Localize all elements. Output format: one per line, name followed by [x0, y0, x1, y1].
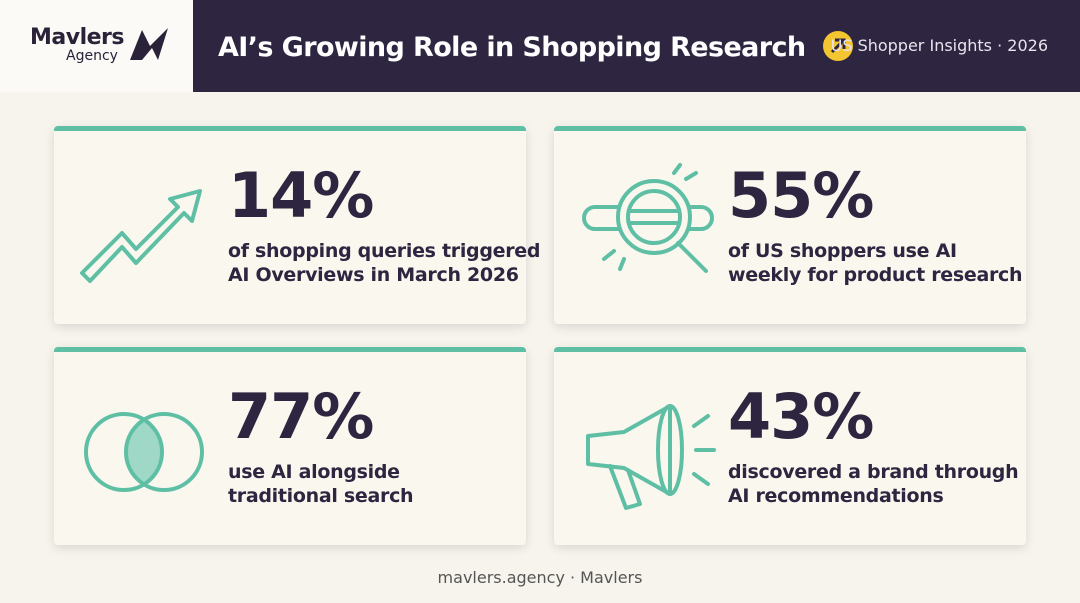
desc-line: of shopping queries triggered: [228, 240, 541, 262]
desc-line: traditional search: [228, 485, 414, 507]
stat-desc: use AI alongside traditional search: [228, 460, 414, 508]
stat-desc: of US shoppers use AI weekly for product …: [728, 239, 1023, 287]
desc-line: discovered a brand through: [728, 461, 1019, 483]
stat-card: 14% of shopping queries triggered AI Over…: [54, 126, 541, 324]
logo-mark: [130, 28, 168, 60]
logo-name: Mavlers: [30, 25, 125, 50]
stat-desc: of shopping queries triggered AI Overview…: [228, 239, 541, 287]
badge: [823, 31, 854, 61]
stat-desc: discovered a brand through AI recommendat…: [728, 460, 1019, 508]
stat-value: 43%: [728, 380, 874, 453]
title-text: AI’s Growing Role in Shopping Research: [218, 32, 806, 63]
subtitle: US Shopper Insights · 2026: [830, 36, 1048, 55]
stat-card: 77% use AI alongside traditional search: [54, 347, 526, 545]
stat-value: 55%: [728, 159, 874, 232]
desc-line: AI Overviews in March 2026: [228, 264, 519, 286]
stat-card: 43% discovered a brand through AI recomme…: [554, 347, 1026, 545]
footer: mavlers.agency · Mavlers: [437, 568, 643, 587]
search-icon: [582, 163, 714, 273]
trend-icon: [80, 189, 202, 283]
logo-sub: Agency: [66, 48, 118, 64]
stat-value: 77%: [228, 380, 374, 453]
desc-line: of US shoppers use AI: [728, 240, 957, 262]
desc-line: AI recommendations: [728, 485, 944, 507]
stat-card: 55% of US shoppers use AI weekly for prod…: [554, 126, 1026, 324]
desc-line: use AI alongside: [228, 461, 400, 483]
stat-value: 14%: [228, 159, 374, 232]
megaphone-icon: [586, 404, 716, 510]
desc-line: weekly for product research: [728, 264, 1023, 286]
logo: Mavlers Agency: [0, 0, 193, 92]
header-bar: [193, 0, 1080, 92]
venn-icon: [84, 412, 204, 492]
title: AI’s Growing Role in Shopping Research: [218, 28, 856, 64]
